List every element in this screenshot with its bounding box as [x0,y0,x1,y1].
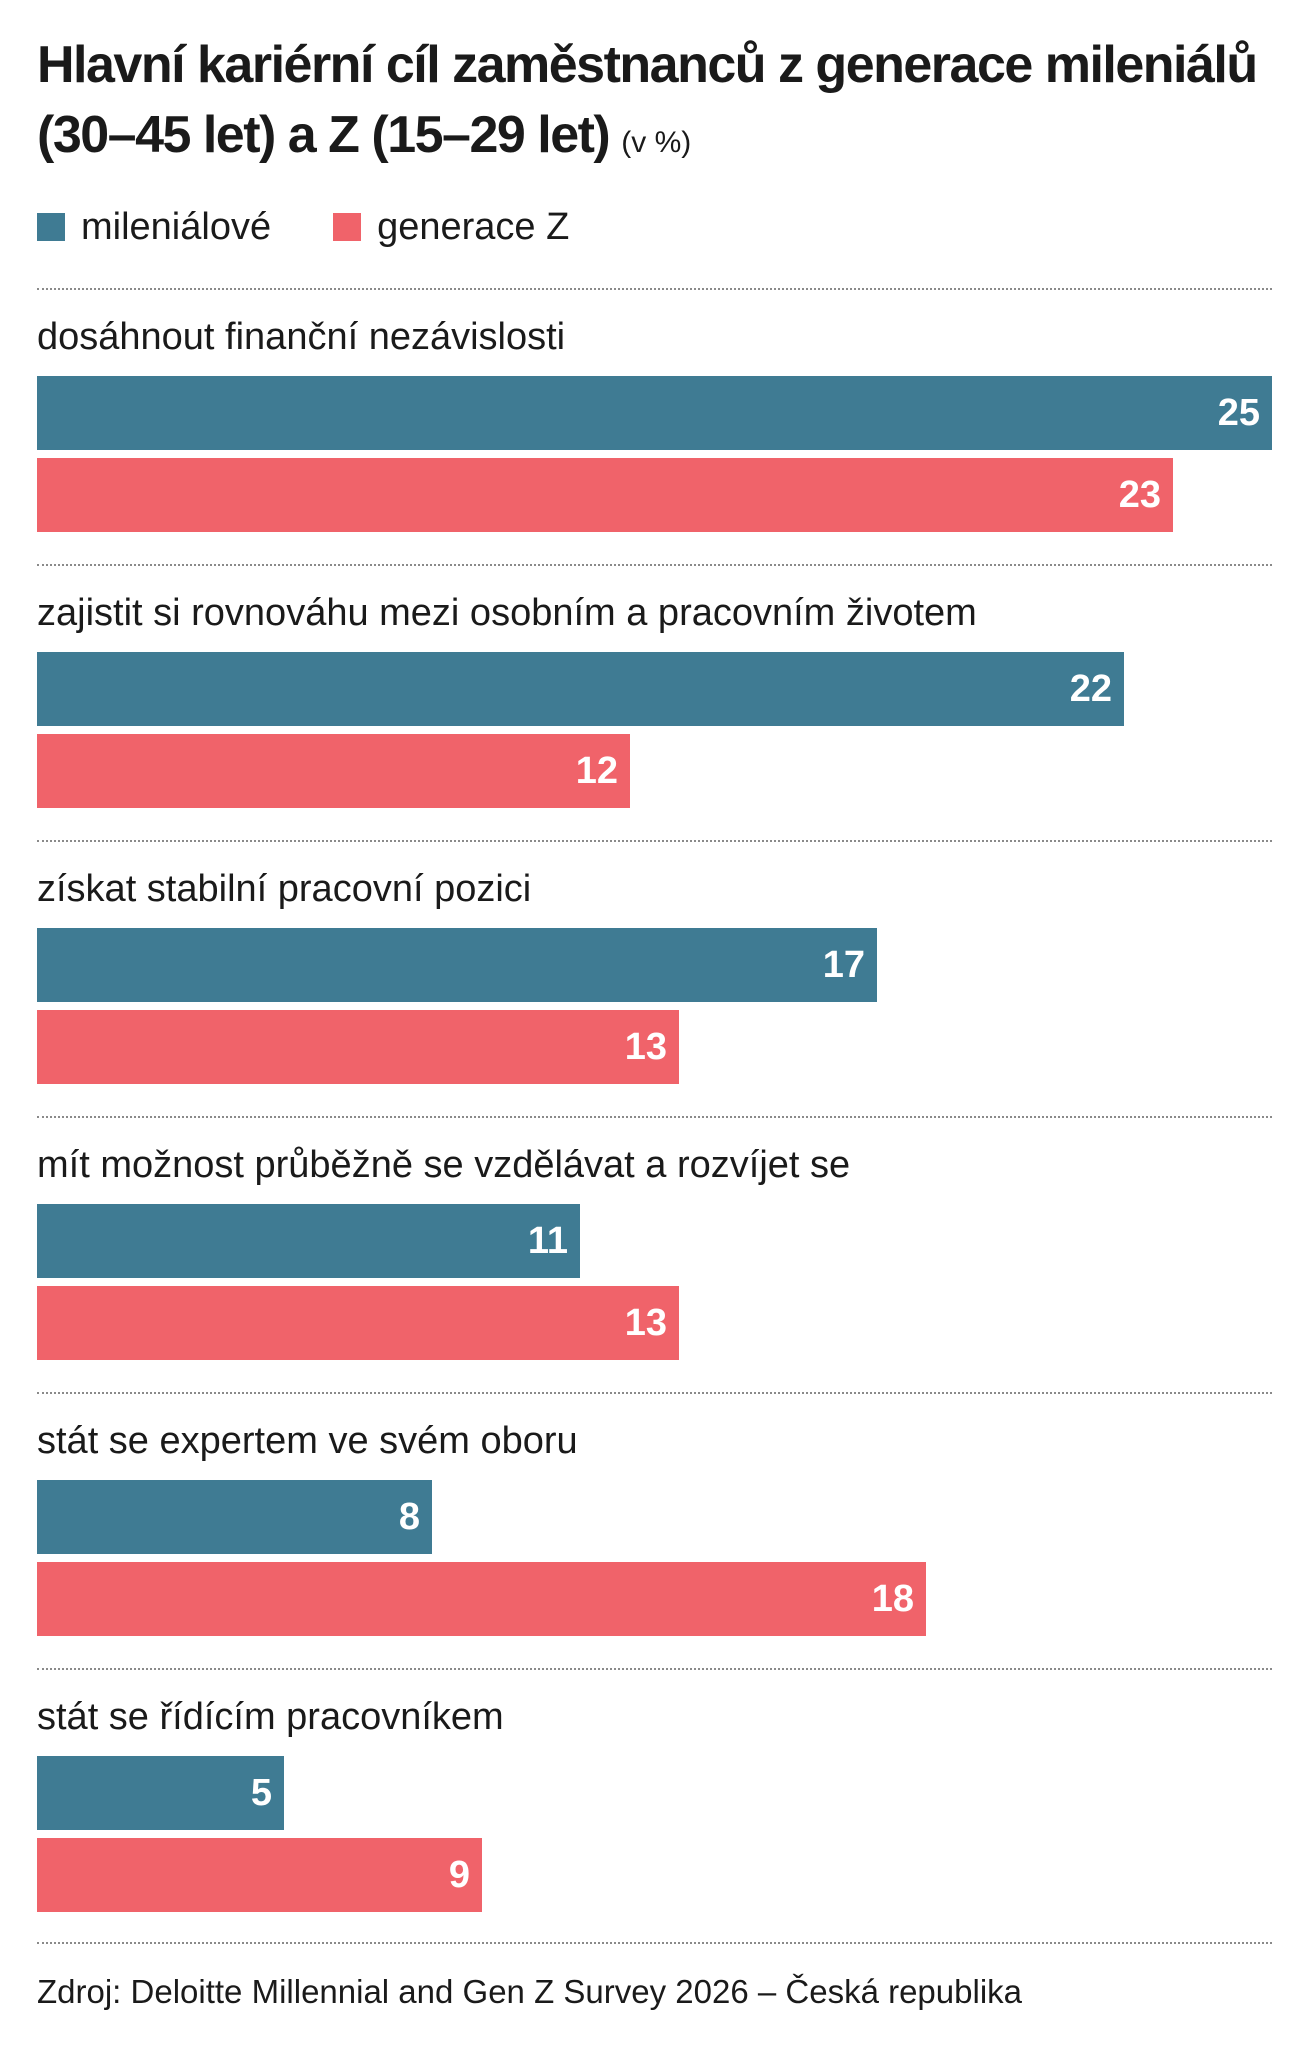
bar-millennials: 17 [37,928,877,1002]
bar-millennials: 8 [37,1480,432,1554]
bar-value-label: 23 [1118,474,1161,516]
bar-value-label: 22 [1069,668,1112,710]
bar-value-label: 17 [822,944,865,986]
bar-millennials: 11 [37,1204,580,1278]
chart-title-text: Hlavní kariérní cíl zaměstnanců z genera… [37,36,1258,164]
bar-value-label: 11 [527,1220,568,1262]
bar-value-label: 5 [250,1772,272,1814]
legend-item-millennials: mileniálové [37,203,271,251]
legend-swatch-genz [333,213,362,241]
bar-millennials: 25 [37,376,1272,450]
group-divider [37,1116,1272,1118]
source-note: Zdroj: Deloitte Millennial and Gen Z Sur… [37,1973,1023,2010]
chart-unit: (v %) [621,126,692,159]
category-label: získat stabilní pracovní pozici [37,868,532,910]
bar-genz: 18 [37,1562,926,1636]
bar-value-label: 9 [448,1854,470,1896]
group-divider [37,564,1272,566]
bar-value-label: 12 [575,750,618,792]
category-label: zajistit si rovnováhu mezi osobním a pra… [37,592,977,634]
legend-swatch-millennials [37,213,65,241]
bar-genz: 13 [37,1010,679,1084]
legend-label-millennials: mileniálové [81,206,272,248]
legend-item-genz: generace Z [333,203,569,251]
bar-value-label: 25 [1217,392,1260,434]
bar-millennials: 22 [37,652,1124,726]
chart-title: Hlavní kariérní cíl zaměstnanců z genera… [37,30,1287,178]
category-label: stát se expertem ve svém oboru [37,1420,578,1462]
legend-label-genz: generace Z [377,206,570,248]
group-divider [37,1942,1272,1944]
bar-genz: 13 [37,1286,679,1360]
group-divider [37,1668,1272,1670]
category-label: dosáhnout finanční nezávislosti [37,316,566,358]
legend: mileniálové generace Z [37,203,631,251]
bar-genz: 12 [37,734,630,808]
group-divider [37,288,1272,290]
bar-millennials: 5 [37,1756,284,1830]
bar-genz: 9 [37,1838,482,1912]
bar-value-label: 8 [398,1496,420,1538]
group-divider [37,840,1272,842]
bar-genz: 23 [37,458,1173,532]
group-divider [37,1392,1272,1394]
bar-value-label: 18 [871,1578,914,1620]
category-label: stát se řídícím pracovníkem [37,1696,504,1738]
bar-value-label: 13 [624,1302,667,1344]
bar-value-label: 13 [624,1026,667,1068]
category-label: mít možnost průběžně se vzdělávat a rozv… [37,1144,851,1186]
